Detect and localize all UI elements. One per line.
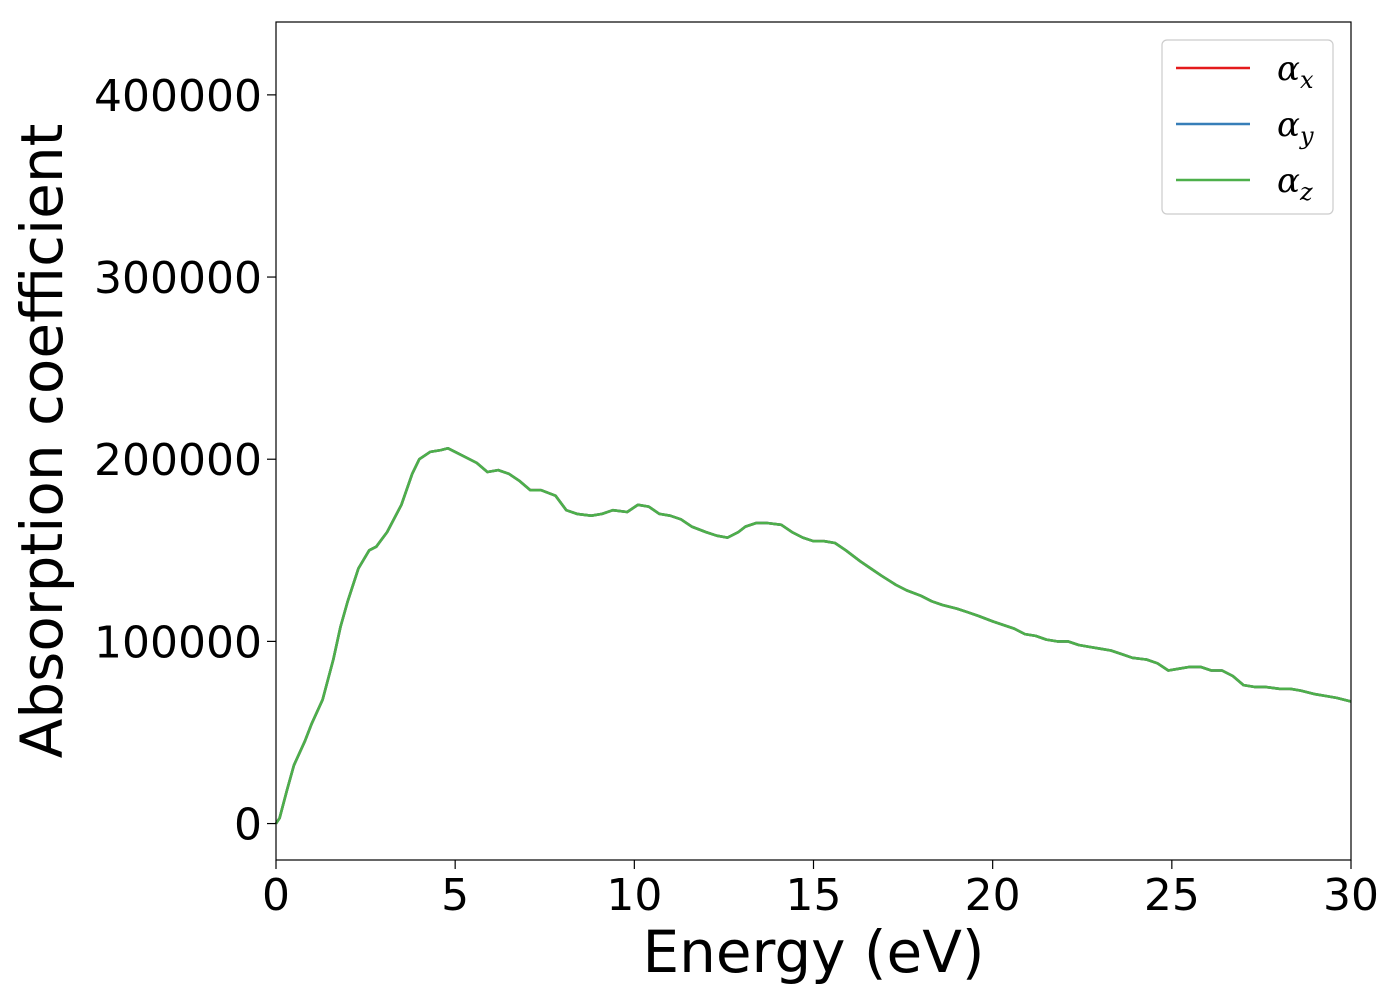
- x-axis-title: Energy (eV): [642, 918, 984, 986]
- x-axis-ticks: 0 5 10 15 20 25 30: [262, 860, 1379, 921]
- legend: αx αy αz: [1161, 39, 1334, 215]
- legend-entry-alpha-x: αx: [1176, 49, 1314, 94]
- legend-entry-alpha-z: αz: [1176, 161, 1313, 206]
- y-axis-ticks: 0 100000 200000 300000 400000: [94, 71, 276, 851]
- y-tick-label: 200000: [94, 435, 262, 486]
- x-tick-label: 0: [262, 870, 290, 921]
- y-tick-label: 300000: [94, 253, 262, 304]
- x-tick-label: 30: [1323, 870, 1379, 921]
- y-axis-title: Absorption coefficient: [8, 124, 76, 759]
- legend-label: αx: [1277, 49, 1314, 94]
- series-layer: [274, 447, 1352, 825]
- y-tick-label: 400000: [94, 71, 262, 122]
- x-tick-label: 10: [606, 870, 662, 921]
- x-tick-label: 5: [441, 870, 469, 921]
- y-tick-label: 0: [234, 800, 262, 851]
- x-tick-label: 15: [786, 870, 842, 921]
- legend-entry-alpha-y: αy: [1176, 105, 1314, 150]
- x-tick-label: 25: [1144, 870, 1200, 921]
- series-line-alpha-z: [274, 447, 1352, 825]
- legend-box: [1161, 39, 1334, 215]
- y-tick-label: 100000: [94, 617, 262, 668]
- x-tick-label: 20: [965, 870, 1021, 921]
- legend-label: αz: [1277, 161, 1313, 206]
- legend-label: αy: [1277, 105, 1314, 150]
